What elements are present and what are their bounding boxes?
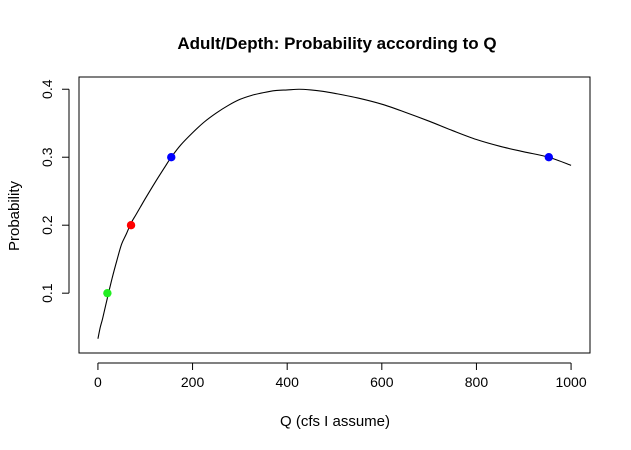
x-tick-label: 0 xyxy=(94,374,102,390)
x-tick-label: 400 xyxy=(276,374,300,390)
x-axis: 0 200 400 600 800 1000 xyxy=(94,362,587,390)
x-tick-label: 1000 xyxy=(555,374,586,390)
y-tick-label: 0.3 xyxy=(39,147,55,167)
y-axis-title: Probability xyxy=(6,180,23,251)
y-tick-label: 0.4 xyxy=(39,79,55,99)
y-tick-label: 0.1 xyxy=(39,283,55,303)
y-axis: 0.1 0.2 0.3 0.4 xyxy=(39,79,70,303)
data-point-blue-left xyxy=(167,153,176,162)
x-axis-title: Q (cfs I assume) xyxy=(280,413,390,430)
x-tick-label: 200 xyxy=(181,374,205,390)
highlighted-points xyxy=(103,153,554,298)
x-tick-label: 800 xyxy=(465,374,489,390)
plot-frame xyxy=(78,76,591,354)
probability-curve xyxy=(97,88,572,339)
data-point-red xyxy=(126,220,136,230)
data-point-green xyxy=(103,288,112,298)
y-tick-label: 0.2 xyxy=(39,215,55,235)
chart-title: Adult/Depth: Probability according to Q xyxy=(177,34,496,53)
data-point-blue-right xyxy=(544,153,554,162)
x-tick-label: 600 xyxy=(370,374,394,390)
